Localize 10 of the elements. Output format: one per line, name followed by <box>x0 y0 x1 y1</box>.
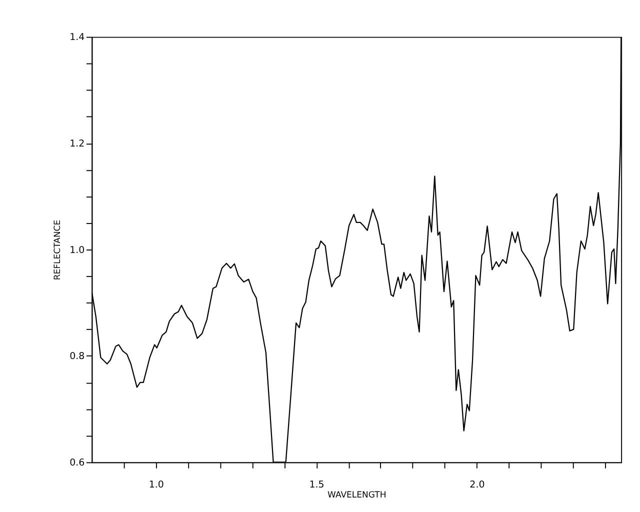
y-tick-label: 1.4 <box>70 32 85 44</box>
x-tick-label: 2.0 <box>470 479 485 490</box>
x-tick-label: 1.5 <box>309 479 324 490</box>
y-tick-label: 1.2 <box>70 138 85 150</box>
x-tick-label: 1.0 <box>148 479 164 490</box>
x-axis-title: WAVELENGTH <box>328 490 386 501</box>
y-tick-label: 0.8 <box>70 351 85 362</box>
y-tick-label: 1.0 <box>70 244 85 256</box>
y-tick-label: 0.6 <box>70 458 85 469</box>
y-axis-title: REFLECTANCE <box>53 220 64 280</box>
